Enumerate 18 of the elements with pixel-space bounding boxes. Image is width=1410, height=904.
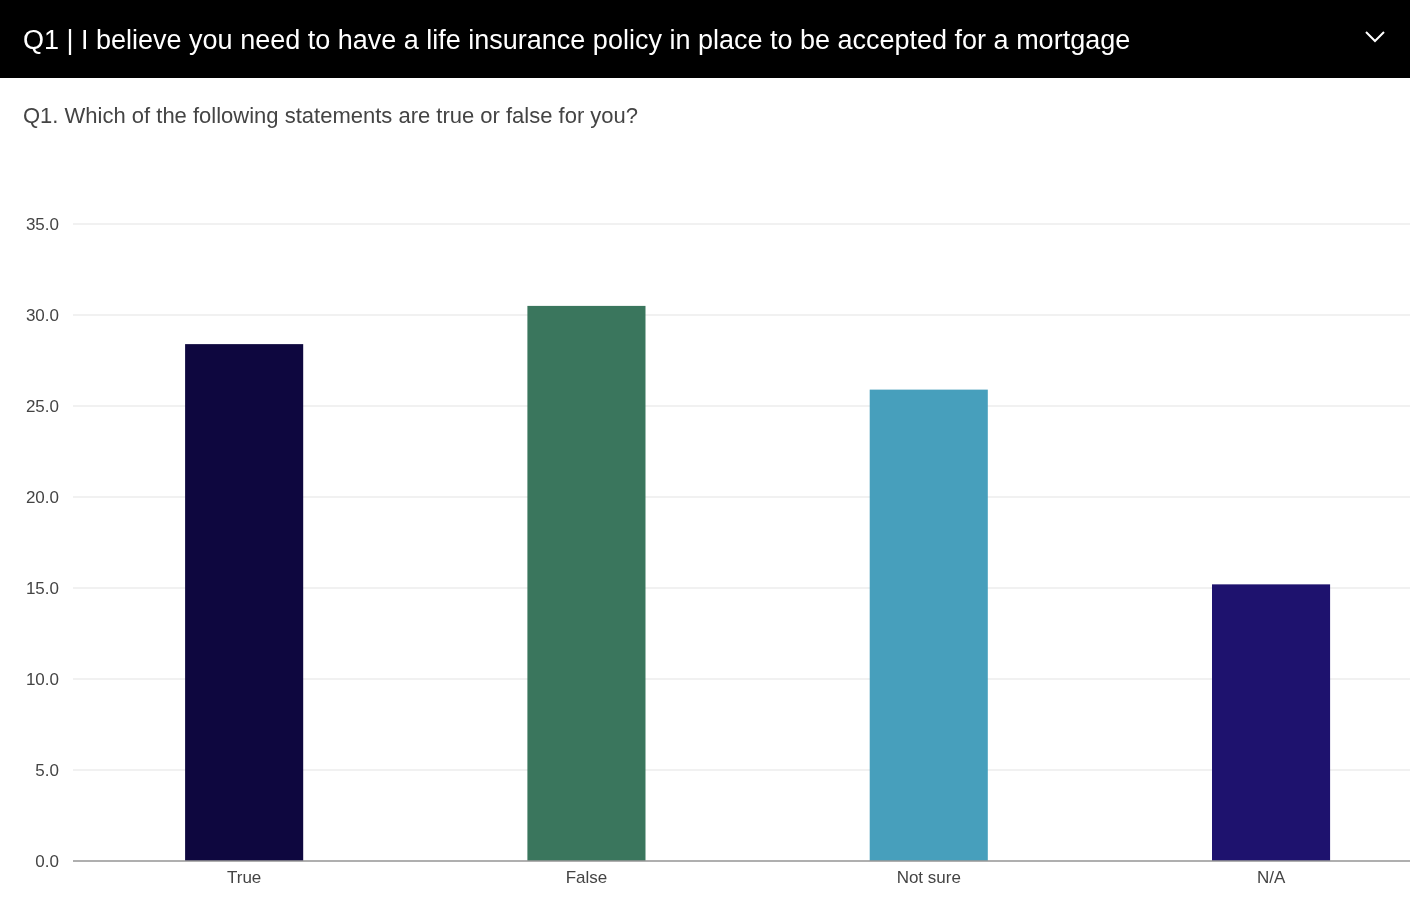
y-tick-label: 30.0 bbox=[25, 305, 59, 325]
y-tick-label: 0.0 bbox=[35, 851, 59, 871]
bar bbox=[869, 389, 988, 861]
bar bbox=[527, 305, 646, 861]
x-tick-label: Not sure bbox=[896, 868, 961, 888]
chart-subtitle: Q1. Which of the following statements are true or false for you? bbox=[23, 103, 639, 128]
y-tick-label: 5.0 bbox=[35, 760, 59, 780]
x-tick-label: True bbox=[226, 868, 262, 888]
y-tick-label: 35.0 bbox=[25, 214, 59, 234]
chart-title: Q1 | I believe you need to have a life insurance policy in place to be accepted for a mortgage bbox=[23, 25, 1131, 55]
y-tick-label: 20.0 bbox=[25, 487, 59, 507]
x-tick-label: N/A bbox=[1256, 868, 1286, 888]
y-tick-label: 15.0 bbox=[25, 578, 59, 598]
x-tick-label: False bbox=[565, 868, 608, 888]
y-tick-label: 10.0 bbox=[25, 669, 59, 689]
bar bbox=[185, 344, 304, 861]
y-tick-label: 25.0 bbox=[25, 396, 59, 416]
bar bbox=[1212, 584, 1331, 861]
